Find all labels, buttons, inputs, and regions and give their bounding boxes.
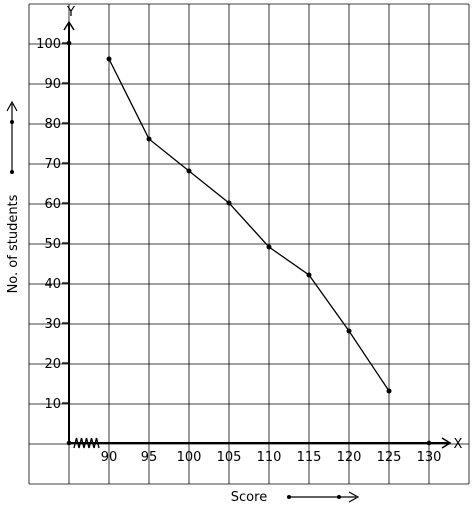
data-point [346, 328, 352, 334]
data-point [186, 168, 192, 174]
y-tick-label: 10 [44, 397, 61, 412]
x-axis-break [73, 437, 100, 449]
y-tick-label: 100 [36, 37, 61, 52]
direction-arrows [6, 100, 360, 503]
x-tick-label: 125 [377, 450, 402, 465]
x-direction-dot [287, 495, 291, 499]
x-tick-label: 105 [217, 450, 242, 465]
chart-grid [28, 3, 470, 485]
y-tick-label: 40 [44, 277, 61, 292]
y-tick-label: 70 [44, 157, 61, 172]
data-point [146, 136, 152, 142]
y-tick-label: 80 [44, 117, 61, 132]
x-axis-label: Score [231, 490, 267, 505]
x-tick-label: 115 [297, 450, 322, 465]
x-axis-name: X [454, 437, 463, 452]
y-tick-label: 20 [44, 357, 61, 372]
y-tick-label: 90 [44, 77, 61, 92]
x-direction-dot [337, 495, 341, 499]
y-tick-label: 50 [44, 237, 61, 252]
origin-point [66, 440, 72, 446]
y-direction-dot [10, 170, 14, 174]
data-series [106, 56, 392, 394]
x-tick-label: 120 [337, 450, 362, 465]
x-axis-arrowhead [441, 437, 452, 449]
y-tick-label: 30 [44, 317, 61, 332]
y-axis-name: Y [66, 5, 75, 20]
axis-labels: Y X Score No. of students [6, 5, 463, 505]
tick-labels: 90 95 100 105 110 115 120 125 130 10 20 30 40 50 60 70 8… [36, 37, 441, 465]
data-point [226, 200, 232, 206]
data-point [266, 244, 272, 250]
y-direction-dot [10, 120, 14, 124]
series-line [108, 58, 390, 392]
data-point [106, 56, 112, 62]
y-tick-label: 60 [44, 197, 61, 212]
x-tick-label: 110 [257, 450, 282, 465]
x-tick-label: 90 [101, 450, 118, 465]
y-axis-label: No. of students [6, 194, 21, 293]
data-point [306, 272, 312, 278]
data-point [386, 388, 392, 394]
x-tick-label: 95 [141, 450, 158, 465]
y-direction-arrow-head [6, 100, 18, 112]
x-direction-arrow-head [348, 491, 360, 503]
x-tick-label: 130 [417, 450, 442, 465]
x-tick-label: 100 [177, 450, 202, 465]
chart-axes [63, 20, 452, 449]
x-axis-end-point [426, 440, 432, 446]
y-axis-arrowhead [63, 20, 75, 31]
